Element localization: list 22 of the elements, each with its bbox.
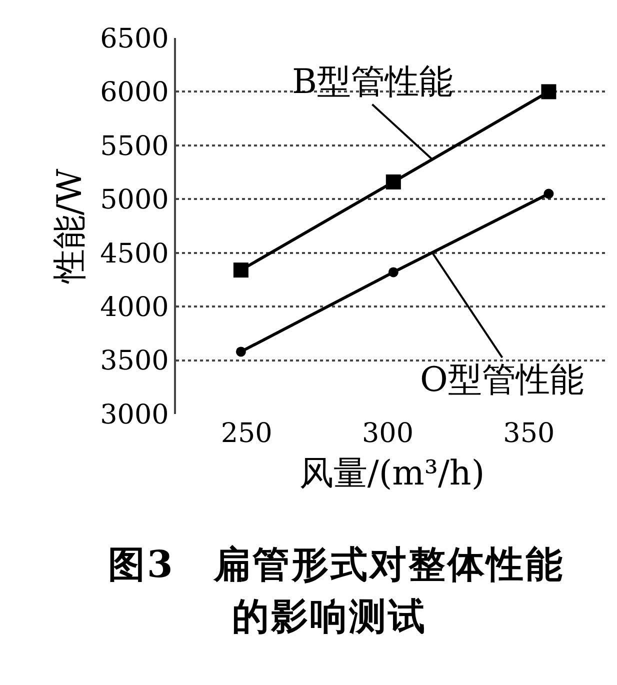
y-tick-label: 5500 <box>100 130 169 162</box>
y-tick-label: 5000 <box>100 184 169 216</box>
y-tick-label: 6500 <box>100 23 169 54</box>
point <box>386 174 401 190</box>
point <box>388 267 398 278</box>
x-tick-label: 350 <box>503 418 555 449</box>
point <box>236 346 246 357</box>
y-tick-label: 4500 <box>100 238 169 270</box>
y-tick-label: 6000 <box>100 77 169 108</box>
y-tick-label: 3000 <box>100 399 169 430</box>
point <box>544 188 554 199</box>
caption: 图3 扁管形式对整体性能的影响测试 <box>108 541 566 640</box>
x-tick-label: 250 <box>220 418 272 449</box>
series-label: B型管性能 <box>292 62 453 102</box>
x-tick-label: 300 <box>362 418 414 449</box>
y-axis-title: 性能/W <box>50 168 90 284</box>
point <box>541 84 556 100</box>
y-tick-label: 3500 <box>100 346 169 377</box>
x-axis-title: 风量/(m³/h) <box>299 453 485 494</box>
text: O型管性能 <box>420 360 584 400</box>
point <box>233 262 248 278</box>
y-tick-label: 4000 <box>100 292 169 324</box>
